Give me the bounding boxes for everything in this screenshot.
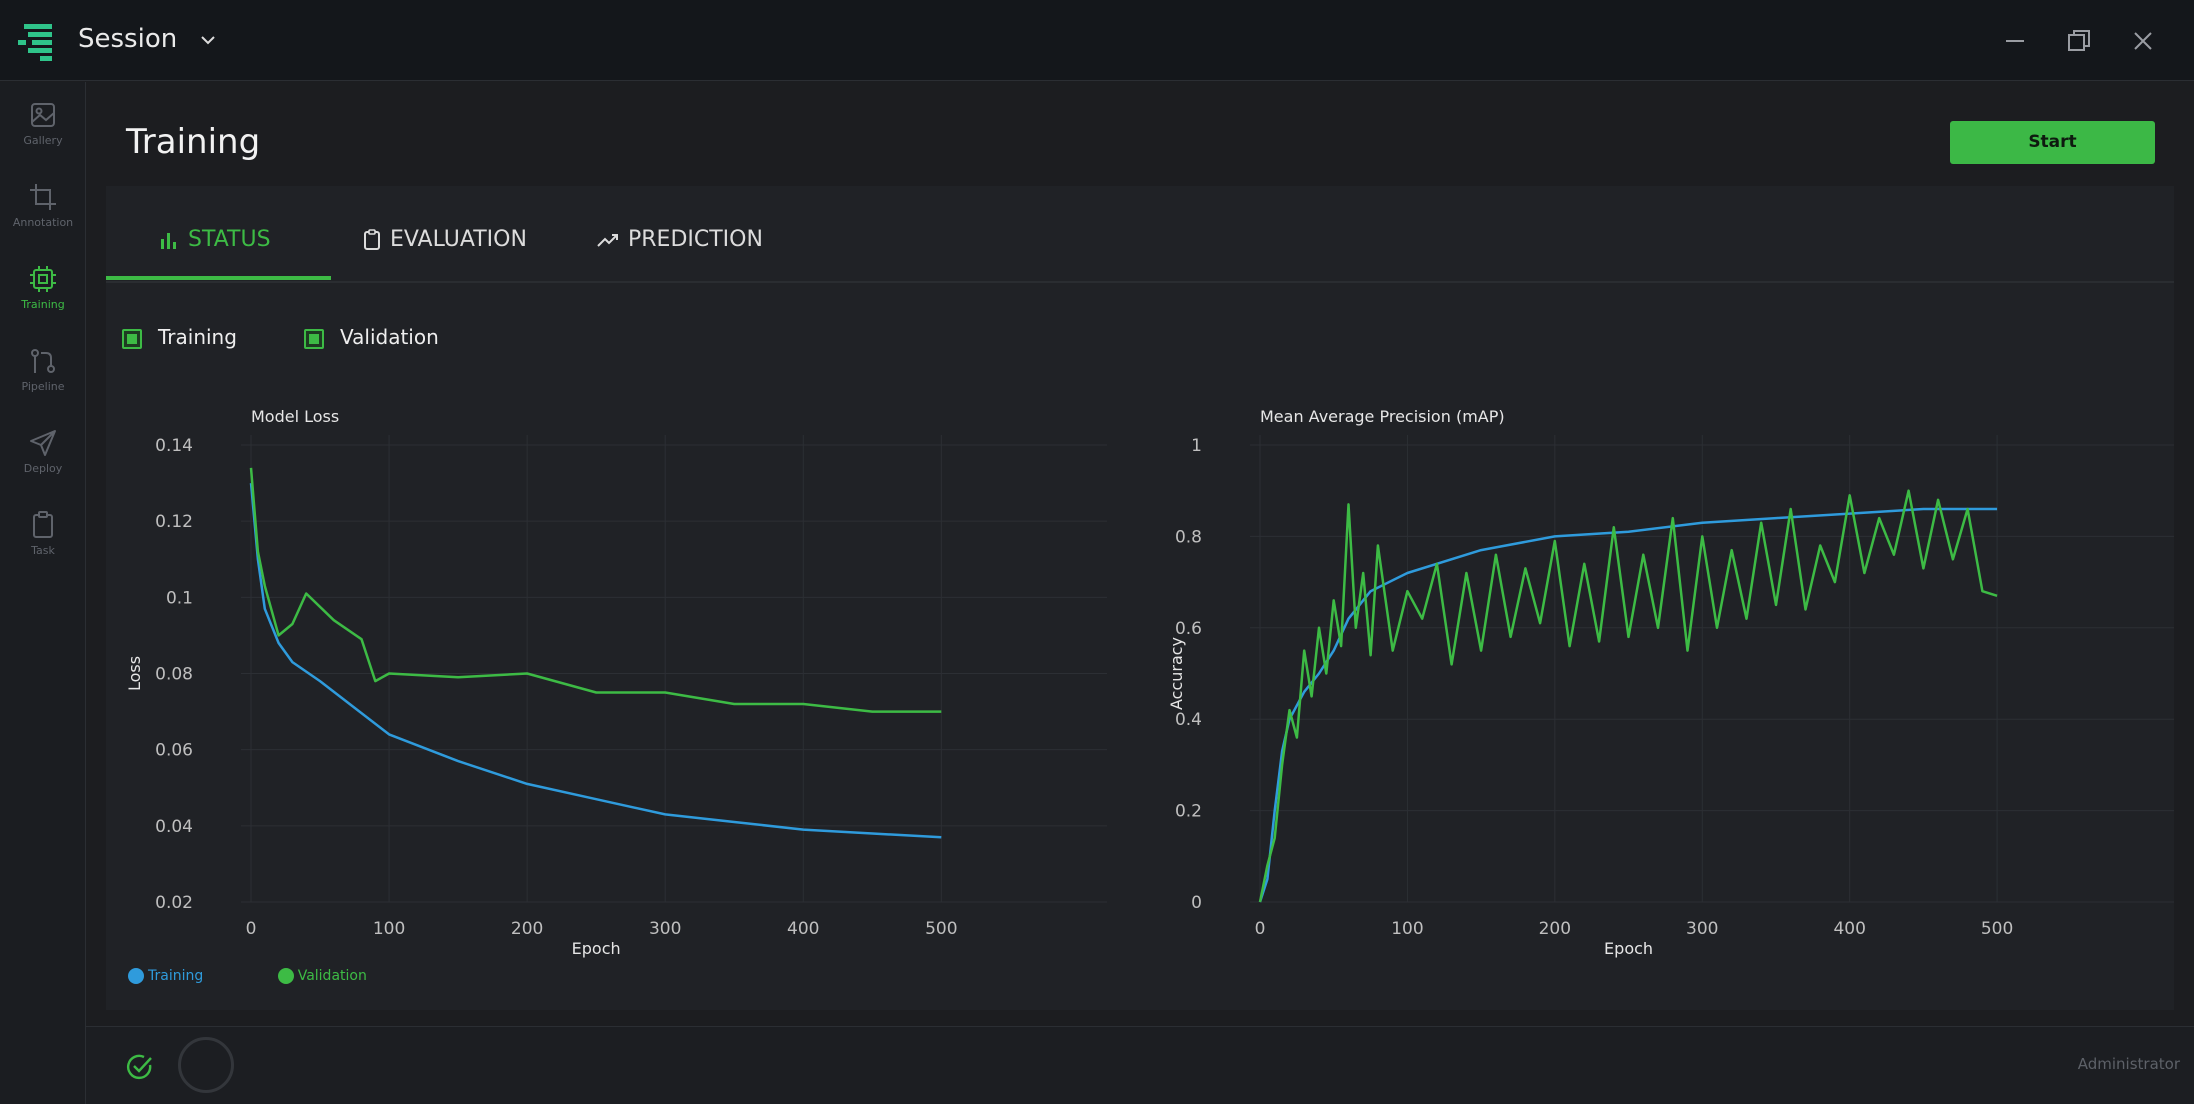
tab-label: EVALUATION xyxy=(390,227,527,252)
restore-icon[interactable] xyxy=(2064,26,2094,56)
x-tick-label: 200 xyxy=(1539,919,1571,939)
x-tick-label: 300 xyxy=(649,919,681,939)
sidebar-item-label: Deploy xyxy=(23,462,63,475)
crop-icon xyxy=(30,184,56,210)
sidebar-item-deploy[interactable]: Deploy xyxy=(0,410,86,490)
validation-checkbox[interactable] xyxy=(304,328,324,349)
toggle-validation[interactable]: Validation xyxy=(304,322,439,352)
minimize-icon[interactable] xyxy=(2000,26,2030,56)
sidebar-item-training[interactable]: Training xyxy=(0,246,86,326)
training-panel: STATUS EVALUATION PREDICTION Training Va… xyxy=(106,186,2174,1010)
x-tick-label: 400 xyxy=(1833,919,1865,939)
y-tick-label: 1 xyxy=(1191,436,1202,456)
y-tick-label: 0.08 xyxy=(155,665,193,685)
send-icon xyxy=(30,430,56,456)
trend-icon xyxy=(597,234,618,247)
sidebar-item-label: Annotation xyxy=(12,216,74,229)
x-tick-label: 0 xyxy=(246,919,257,939)
sidebar: Gallery Annotation Training Pipeline xyxy=(0,82,86,1104)
toggle-training[interactable]: Training xyxy=(122,322,237,352)
sidebar-item-label: Gallery xyxy=(23,134,63,147)
status-bar: Administrator xyxy=(86,1026,2194,1104)
x-tick-label: 500 xyxy=(1981,919,2013,939)
chart-legend: Training Validation xyxy=(128,968,437,990)
charts-area: 0.020.040.060.080.10.120.140 100 200 300 400… xyxy=(125,407,2174,958)
legend-dot xyxy=(277,968,294,984)
tab-label: PREDICTION xyxy=(628,227,763,252)
legend-item-validation[interactable]: Validation xyxy=(277,968,367,984)
y-axis-title: Loss xyxy=(125,656,144,691)
chip-icon xyxy=(30,266,56,292)
tab-evaluation[interactable]: EVALUATION xyxy=(362,220,527,260)
clipboard-icon xyxy=(33,511,53,538)
y-tick-label: 0 xyxy=(1191,893,1202,913)
training-checkbox[interactable] xyxy=(122,328,142,349)
sidebar-item-gallery[interactable]: Gallery xyxy=(0,82,86,162)
title-bar: Session xyxy=(0,0,2194,81)
session-title[interactable]: Session xyxy=(78,24,178,54)
legend-dot xyxy=(128,968,144,984)
x-axis-title: Epoch xyxy=(1604,939,1653,958)
x-tick-label: 200 xyxy=(511,919,543,939)
image-icon xyxy=(31,103,55,127)
x-tick-label: 500 xyxy=(925,919,957,939)
x-tick-label: 100 xyxy=(373,919,405,939)
series-line-validation xyxy=(1258,489,1998,903)
y-tick-label: 0.14 xyxy=(155,436,193,456)
series-line-validation xyxy=(249,467,942,713)
user-name: Administrator xyxy=(2077,1055,2180,1073)
legend-label: Training xyxy=(148,968,204,984)
sidebar-item-annotation[interactable]: Annotation xyxy=(0,164,86,244)
x-tick-label: 0 xyxy=(1255,919,1266,939)
chevron-down-icon[interactable] xyxy=(199,31,217,49)
pipeline-icon xyxy=(31,349,55,373)
progress-ring xyxy=(178,1037,234,1093)
legend-label: Validation xyxy=(297,968,367,984)
active-tab-indicator xyxy=(106,276,331,280)
sidebar-item-task[interactable]: Task xyxy=(0,492,86,572)
bar-chart-icon xyxy=(161,233,176,249)
clipboard-icon xyxy=(364,229,380,250)
series-line-training xyxy=(249,482,942,839)
y-tick-label: 0.2 xyxy=(1175,802,1202,822)
y-tick-label: 0.02 xyxy=(155,893,193,913)
logo-icon xyxy=(18,24,52,61)
sidebar-item-pipeline[interactable]: Pipeline xyxy=(0,328,86,408)
chart-title: Mean Average Precision (mAP) xyxy=(1260,407,1505,426)
tab-status[interactable]: STATUS xyxy=(158,220,271,260)
toggle-label: Validation xyxy=(340,325,439,349)
sidebar-item-label: Training xyxy=(21,298,65,311)
sidebar-item-label: Pipeline xyxy=(21,380,65,393)
y-tick-label: 0.8 xyxy=(1175,527,1202,547)
tab-label: STATUS xyxy=(188,227,271,252)
y-tick-label: 0.4 xyxy=(1175,710,1202,730)
chart-title: Model Loss xyxy=(251,407,339,426)
x-tick-label: 100 xyxy=(1391,919,1423,939)
tab-bar: STATUS EVALUATION PREDICTION xyxy=(106,186,2174,283)
series-line-training xyxy=(1258,507,1998,903)
x-tick-label: 300 xyxy=(1686,919,1718,939)
page-title: Training xyxy=(126,122,261,162)
y-tick-label: 0.12 xyxy=(155,512,193,532)
y-tick-label: 0.1 xyxy=(166,588,193,608)
y-tick-label: 0.06 xyxy=(155,741,193,761)
y-tick-label: 0.04 xyxy=(155,817,193,837)
x-axis-title: Epoch xyxy=(572,939,621,958)
sidebar-item-label: Task xyxy=(31,544,55,557)
start-button[interactable]: Start xyxy=(1950,121,2155,164)
legend-item-training[interactable]: Training xyxy=(128,968,203,984)
x-tick-label: 400 xyxy=(787,919,819,939)
check-circle-icon xyxy=(127,1054,152,1080)
tab-prediction[interactable]: PREDICTION xyxy=(596,220,763,260)
y-tick-label: 0.6 xyxy=(1175,619,1202,639)
y-axis-title: Accuracy xyxy=(1167,637,1186,710)
toggle-label: Training xyxy=(158,325,237,349)
close-icon[interactable] xyxy=(2128,26,2158,56)
